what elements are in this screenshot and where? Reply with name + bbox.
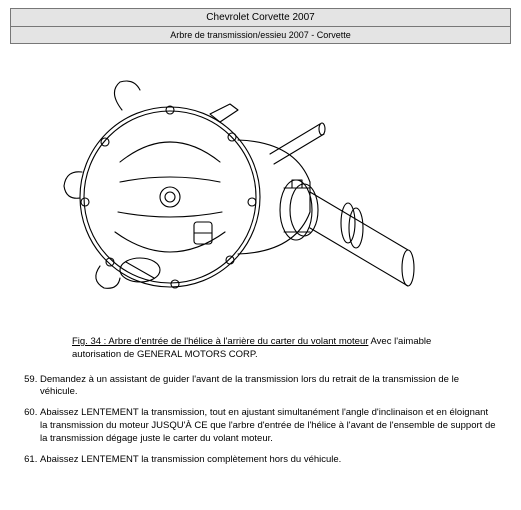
header-title: Chevrolet Corvette 2007: [11, 9, 511, 27]
figure: [10, 62, 511, 332]
figure-caption: Fig. 34 : Arbre d'entrée de l'hélice à l…: [72, 336, 472, 362]
step-60: Abaissez LENTEMENT la transmission, tout…: [40, 407, 497, 445]
page: Chevrolet Corvette 2007 Arbre de transmi…: [0, 0, 521, 510]
doc-header-table: Chevrolet Corvette 2007 Arbre de transmi…: [10, 8, 511, 44]
step-61: Abaissez LENTEMENT la transmission compl…: [40, 454, 497, 467]
bellhousing-propshaft-illustration: [60, 62, 420, 332]
header-subtitle: Arbre de transmission/essieu 2007 - Corv…: [11, 27, 511, 44]
figure-caption-lead: Fig. 34 : Arbre d'entrée de l'hélice à l…: [72, 336, 368, 347]
step-59: Demandez à un assistant de guider l'avan…: [40, 374, 497, 400]
procedure-steps: Demandez à un assistant de guider l'avan…: [16, 374, 511, 467]
